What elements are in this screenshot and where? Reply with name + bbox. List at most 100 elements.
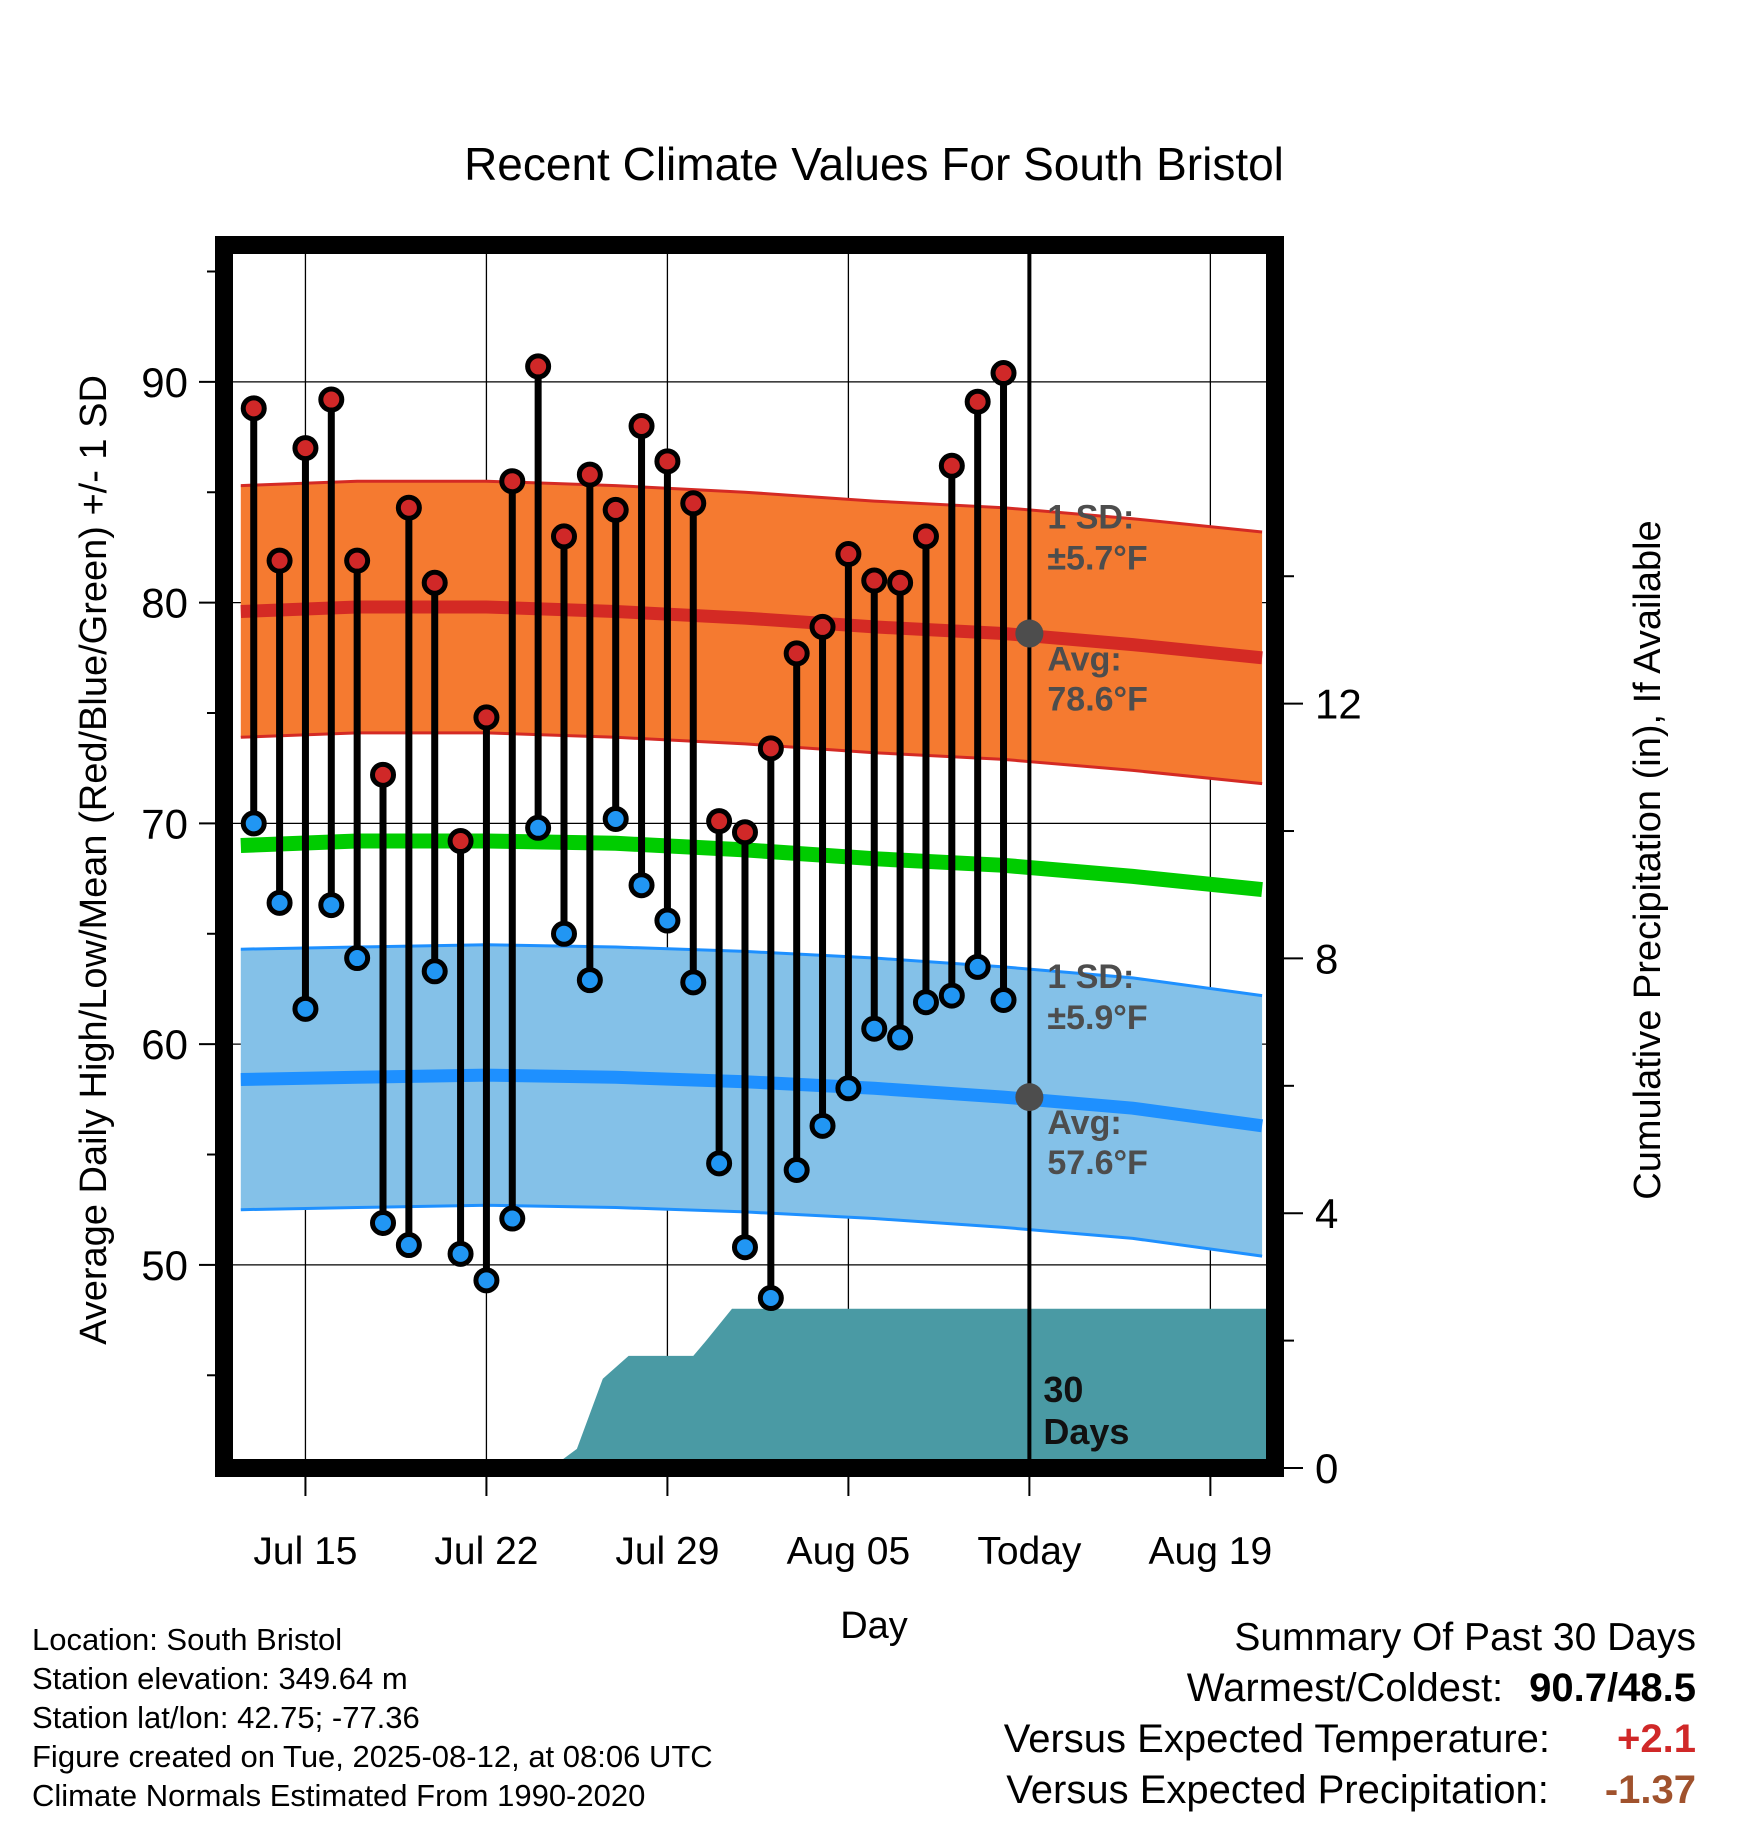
low-sd-value: ±5.9°F — [1047, 999, 1147, 1037]
daily-high-point — [861, 567, 888, 594]
high-upper-edge — [240, 479, 1263, 534]
daily-low-point — [576, 967, 603, 994]
daily-high-point — [240, 395, 267, 422]
daily-low-point — [964, 953, 991, 980]
station-info: Location: South Bristol Station elevatio… — [32, 1620, 713, 1815]
x-tick-label: Jul 29 — [615, 1530, 719, 1573]
y-tick-label-left: 60 — [141, 1021, 188, 1068]
daily-low-point — [731, 1234, 758, 1261]
daily-low-point — [395, 1232, 422, 1259]
daily-high-point — [680, 490, 707, 517]
daily-low-point — [654, 907, 681, 934]
daily-high-point — [731, 819, 758, 846]
y-axis-label-right: Cumulative Precipitation (in), If Availa… — [1627, 520, 1669, 1199]
daily-low-point — [835, 1075, 862, 1102]
low-band — [240, 944, 1263, 1257]
daily-low-point — [550, 920, 577, 947]
x-tick-label: Today — [977, 1530, 1082, 1573]
daily-low-point — [809, 1112, 836, 1139]
daily-high-point — [550, 523, 577, 550]
station-elevation: Station elevation: 349.64 m — [32, 1661, 408, 1696]
station-location: Location: South Bristol — [32, 1622, 343, 1657]
low-sd-label: 1 SD: — [1047, 958, 1134, 996]
daily-high-point — [628, 413, 655, 440]
low-avg-value: 57.6°F — [1047, 1144, 1148, 1182]
daily-high-point — [344, 547, 371, 574]
climate-normals-note: Climate Normals Estimated From 1990-2020 — [32, 1778, 646, 1813]
plot-inner — [224, 245, 1275, 1468]
daily-low-point — [757, 1285, 784, 1312]
daily-high-point — [654, 448, 681, 475]
x-tick-label: Jul 15 — [253, 1530, 357, 1573]
y-tick-label-right: 4 — [1315, 1190, 1338, 1237]
daily-high-point — [964, 388, 991, 415]
y-tick-label-right: 0 — [1315, 1445, 1338, 1492]
daily-low-point — [473, 1267, 500, 1294]
mean-normal-line — [240, 833, 1263, 898]
daily-high-point — [783, 640, 810, 667]
daily-low-point — [706, 1150, 733, 1177]
summary-panel: Summary Of Past 30 Days Warmest/Coldest:… — [1004, 1612, 1696, 1816]
daily-high-point — [395, 494, 422, 521]
high-avg-value: 78.6°F — [1047, 681, 1148, 719]
daily-high-point — [266, 547, 293, 574]
daily-low-point — [344, 945, 371, 972]
high-normal-line — [240, 600, 1263, 665]
daily-low-point — [938, 982, 965, 1009]
daily-low-point — [421, 958, 448, 985]
daily-low-point — [861, 1015, 888, 1042]
daily-low-point — [525, 814, 552, 841]
daily-high-point — [421, 569, 448, 596]
station-latlon: Station lat/lon: 42.75; -77.36 — [32, 1700, 420, 1735]
y-tick-label-left: 80 — [141, 580, 188, 627]
warm-cold-label: Warmest/Coldest: — [1186, 1666, 1504, 1710]
summary-temp: Versus Expected Temperature: +2.1 — [1004, 1714, 1696, 1765]
y-tick-label-right: 12 — [1315, 681, 1362, 728]
summary-precip: Versus Expected Precipitation: -1.37 — [1004, 1765, 1696, 1816]
daily-high-point — [525, 353, 552, 380]
warm-cold-value: 90.7/48.5 — [1529, 1666, 1696, 1710]
daily-low-point — [990, 986, 1017, 1013]
daily-low-point — [240, 810, 267, 837]
high-sd-value: ±5.7°F — [1047, 540, 1147, 578]
today-avg-low-marker — [1015, 1083, 1044, 1112]
daily-high-point — [938, 452, 965, 479]
window-label-days: Days — [1043, 1411, 1129, 1452]
temp-value: +2.1 — [1617, 1717, 1696, 1761]
y-tick-label-left: 90 — [141, 359, 188, 406]
figure-created: Figure created on Tue, 2025-08-12, at 08… — [32, 1739, 713, 1774]
daily-high-point — [499, 468, 526, 495]
plot-frame — [215, 236, 1284, 1477]
chart-title: Recent Climate Values For South Bristol — [464, 138, 1284, 190]
y-tick-label-right: 8 — [1315, 935, 1338, 982]
daily-low-point — [680, 969, 707, 996]
summary-heading: Summary Of Past 30 Days — [1234, 1616, 1696, 1659]
y-tick-label-left: 70 — [141, 800, 188, 847]
precip-label: Versus Expected Precipitation: — [1006, 1768, 1549, 1812]
daily-high-point — [292, 435, 319, 462]
daily-high-point — [473, 704, 500, 731]
summary-warm-cold: Warmest/Coldest: 90.7/48.5 — [1004, 1663, 1696, 1714]
daily-low-point — [370, 1209, 397, 1236]
daily-low-point — [447, 1240, 474, 1267]
high-sd-label: 1 SD: — [1047, 499, 1134, 537]
daily-high-point — [809, 613, 836, 640]
daily-high-point — [835, 541, 862, 568]
window-label-number: 30 — [1043, 1369, 1083, 1410]
daily-low-point — [602, 805, 629, 832]
daily-low-point — [783, 1156, 810, 1183]
daily-high-point — [706, 808, 733, 835]
daily-low-point — [887, 1024, 914, 1051]
precip-value: -1.37 — [1604, 1768, 1696, 1812]
x-tick-label: Aug 19 — [1149, 1530, 1273, 1573]
daily-high-point — [990, 360, 1017, 387]
high-lower-edge — [240, 731, 1263, 786]
daily-high-point — [757, 735, 784, 762]
daily-high-point — [912, 523, 939, 550]
precip-area — [224, 1308, 1275, 1468]
daily-low-point — [628, 872, 655, 899]
high-avg-label: Avg: — [1047, 641, 1121, 679]
daily-high-point — [318, 386, 345, 413]
